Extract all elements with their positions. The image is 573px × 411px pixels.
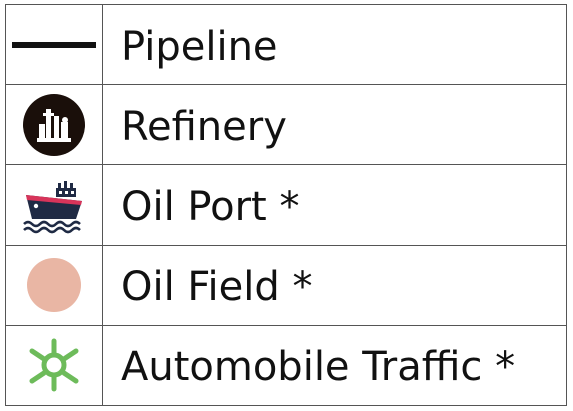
- legend-icon-cell: [5, 164, 103, 246]
- legend-label-refinery: Refinery: [121, 103, 287, 150]
- legend-label-cell: Refinery: [102, 84, 567, 166]
- legend-label-oil-port: Oil Port *: [121, 183, 300, 230]
- legend-icon-cell: [5, 244, 103, 326]
- legend-icon-cell: [5, 324, 103, 407]
- legend-label-cell: Pipeline: [102, 3, 567, 86]
- pipeline-line-icon: [6, 38, 102, 52]
- legend-label-cell: Oil Field *: [102, 244, 567, 326]
- legend-row-pipeline: Pipeline: [5, 3, 567, 86]
- automobile-traffic-icon: [6, 337, 102, 393]
- oil-port-ship-icon: [6, 175, 102, 235]
- legend-label-cell: Oil Port *: [102, 164, 567, 246]
- refinery-icon: [6, 93, 102, 156]
- legend-row-refinery: Refinery: [5, 84, 567, 166]
- oil-field-circle-icon: [6, 257, 102, 313]
- legend-label-automobile-traffic: Automobile Traffic *: [121, 344, 516, 391]
- legend-icon-cell: [5, 3, 103, 86]
- map-legend: Pipeline Refinery: [5, 3, 567, 407]
- legend-label-pipeline: Pipeline: [121, 23, 278, 70]
- legend-label-oil-field: Oil Field *: [121, 264, 313, 311]
- legend-row-oil-port: Oil Port *: [5, 164, 567, 246]
- legend-row-oil-field: Oil Field *: [5, 244, 567, 326]
- legend-row-automobile-traffic: Automobile Traffic *: [5, 324, 567, 407]
- legend-label-cell: Automobile Traffic *: [102, 324, 567, 407]
- legend-icon-cell: [5, 84, 103, 166]
